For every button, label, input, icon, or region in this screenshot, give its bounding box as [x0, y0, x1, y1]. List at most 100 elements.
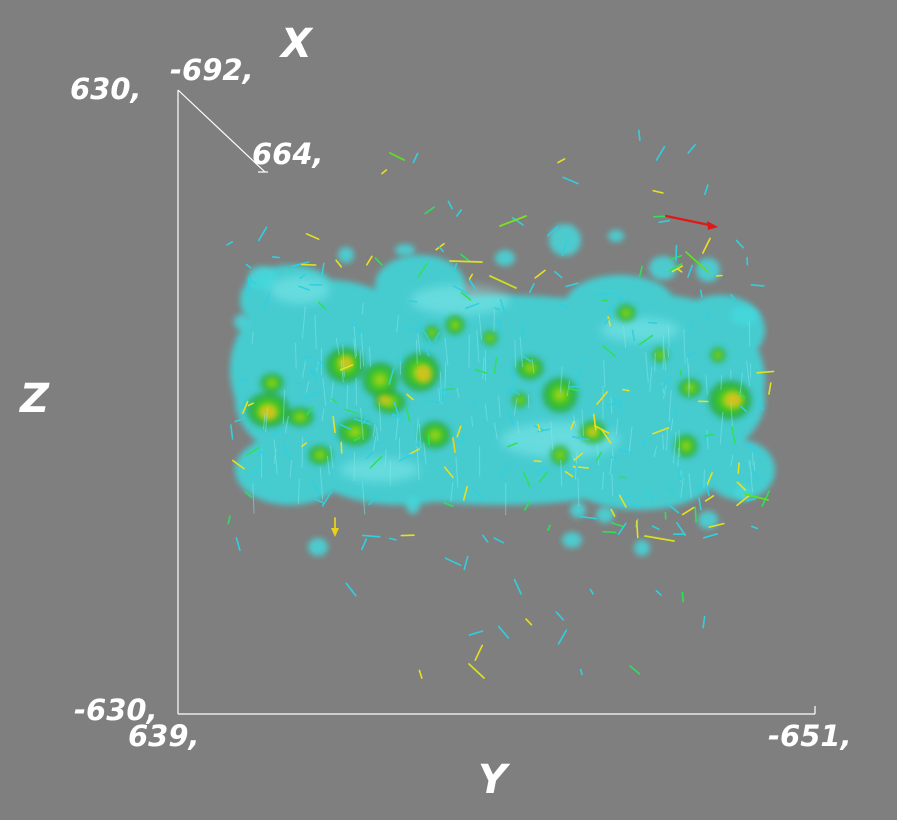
vector-glyph	[687, 264, 694, 278]
vector-glyph	[474, 644, 484, 662]
vector-streak	[326, 455, 330, 476]
vector-streak	[368, 346, 371, 367]
vector-glyph	[630, 502, 640, 508]
vector-glyph	[321, 262, 325, 277]
vector-streak	[415, 339, 418, 365]
vector-glyph	[666, 502, 680, 514]
vector-streak	[450, 482, 454, 502]
vector-glyph	[424, 206, 435, 215]
vector-glyph	[412, 152, 419, 164]
vector-streak	[376, 427, 379, 442]
vector-glyph	[441, 387, 448, 394]
highlight-arrows	[331, 152, 769, 679]
vector-glyph	[768, 382, 772, 395]
vector-streak	[720, 374, 723, 390]
vector-glyph	[756, 370, 775, 374]
vector-glyph	[463, 555, 469, 571]
vector-glyph	[621, 388, 630, 392]
vector-glyph	[388, 367, 395, 385]
vector-glyph	[305, 233, 320, 240]
vector-glyph	[374, 257, 383, 266]
vector-glyph	[340, 441, 343, 454]
vector-glyph	[557, 158, 566, 164]
vector-streak	[672, 432, 677, 464]
vector-streak	[596, 444, 600, 466]
vector-arrow-yellow-3	[468, 663, 485, 679]
vector-glyph	[301, 442, 308, 448]
vector-streak	[654, 352, 656, 372]
vector-glyph	[676, 267, 683, 273]
vector-streak	[678, 429, 681, 458]
vector-glyph	[227, 515, 231, 525]
vector-glyph	[447, 200, 453, 210]
vector-streak	[581, 409, 585, 436]
vector-glyph	[600, 428, 612, 444]
vector-glyph	[345, 582, 357, 597]
vector-streak	[346, 385, 349, 410]
vector-streak	[748, 460, 753, 475]
vector-glyph	[601, 344, 617, 358]
vector-arrow-green-3	[685, 251, 709, 273]
vector-streak	[559, 366, 563, 393]
vector-glyph	[738, 391, 746, 399]
vector-glyph	[589, 588, 594, 595]
vector-glyph	[493, 537, 505, 544]
vector-glyph	[468, 630, 484, 636]
vector-streak	[686, 357, 691, 389]
vector-glyph	[403, 326, 414, 333]
vector-glyph	[508, 365, 517, 383]
vector-streak	[335, 337, 340, 355]
vector-glyph	[736, 481, 747, 491]
vector-glyph	[499, 298, 506, 315]
vector-glyph	[694, 506, 697, 523]
vector-glyph	[557, 629, 568, 645]
vector-glyph	[317, 301, 327, 310]
vector-streak	[494, 422, 498, 440]
vector-glyph	[702, 532, 719, 539]
isosurface-cyan-fragments	[234, 224, 758, 556]
vector-glyph	[461, 431, 465, 443]
vector-glyph	[602, 530, 617, 534]
vector-glyph	[534, 269, 546, 279]
vector-glyph	[417, 262, 428, 278]
vector-streak	[550, 421, 554, 450]
vector-glyph	[391, 413, 405, 421]
vector-glyph	[339, 364, 354, 371]
vector-streak	[378, 402, 382, 432]
vector-glyph	[415, 439, 422, 446]
vector-glyph	[528, 282, 535, 294]
vector-glyph	[388, 537, 397, 541]
vector-glyph	[443, 501, 454, 507]
vector-streak	[753, 461, 756, 473]
y-axis-name: Y	[478, 757, 507, 803]
vector-glyph	[575, 366, 582, 382]
vector-glyph	[635, 520, 639, 539]
vector-streak	[706, 429, 709, 450]
vector-streak	[668, 390, 672, 422]
vector-glyph	[746, 443, 760, 455]
vector-streak	[444, 362, 447, 393]
vector-streak	[423, 442, 427, 465]
vector-streak	[514, 339, 517, 368]
vector-glyph	[624, 494, 632, 499]
vector-glyph	[547, 524, 551, 532]
vector-glyph	[596, 391, 608, 406]
vector-glyph	[244, 491, 253, 499]
vector-glyph	[555, 611, 565, 621]
vector-streak	[418, 423, 422, 449]
vector-glyph	[525, 618, 533, 626]
vector-glyph	[298, 285, 311, 291]
vector-streak	[666, 429, 669, 451]
vector-streak	[273, 448, 277, 464]
vector-streak	[611, 473, 614, 497]
vector-glyph	[559, 302, 569, 309]
z-axis-max-label: 630,	[70, 72, 142, 106]
max-vector-arrow	[664, 214, 716, 228]
vector-streak	[751, 452, 754, 466]
vector-glyph	[365, 450, 375, 460]
vector-arrow-yellow-6	[489, 275, 517, 289]
vector-glyph	[408, 448, 420, 455]
vector-glyph	[344, 408, 360, 415]
vector-arrow-green-2	[389, 152, 405, 161]
vector-streak	[395, 413, 399, 441]
